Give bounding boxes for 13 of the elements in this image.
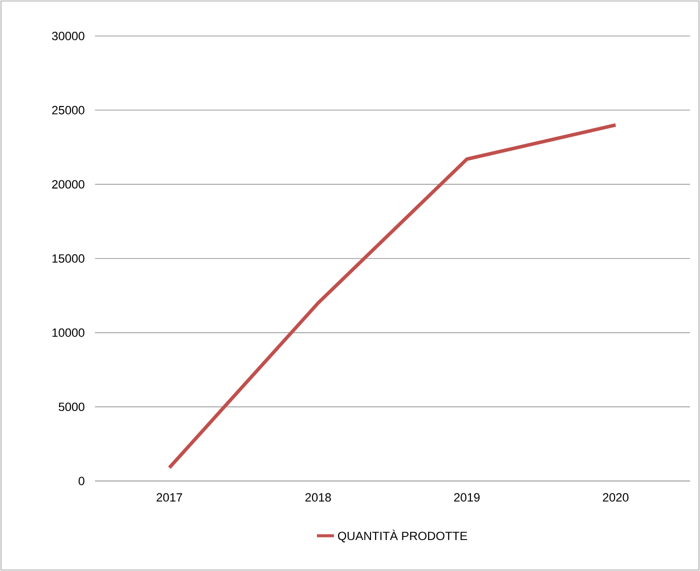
y-tick-label: 25000 [52, 106, 84, 114]
y-tick-label: 20000 [52, 180, 84, 189]
x-tick-label: 2018 [305, 493, 331, 502]
y-tick-label: 15000 [52, 254, 84, 263]
x-tick-label: 2020 [602, 493, 628, 502]
y-tick-label: 10000 [52, 328, 84, 337]
legend-label: QUANTITÀ PRODOTTE [338, 530, 468, 542]
x-tick-label: 2017 [156, 493, 182, 502]
y-tick-label: 30000 [52, 32, 84, 40]
y-tick-label: 0 [78, 476, 84, 486]
y-tick-label: 5000 [58, 402, 84, 412]
x-tick-label: 2019 [454, 493, 480, 502]
line-series [168, 123, 618, 470]
